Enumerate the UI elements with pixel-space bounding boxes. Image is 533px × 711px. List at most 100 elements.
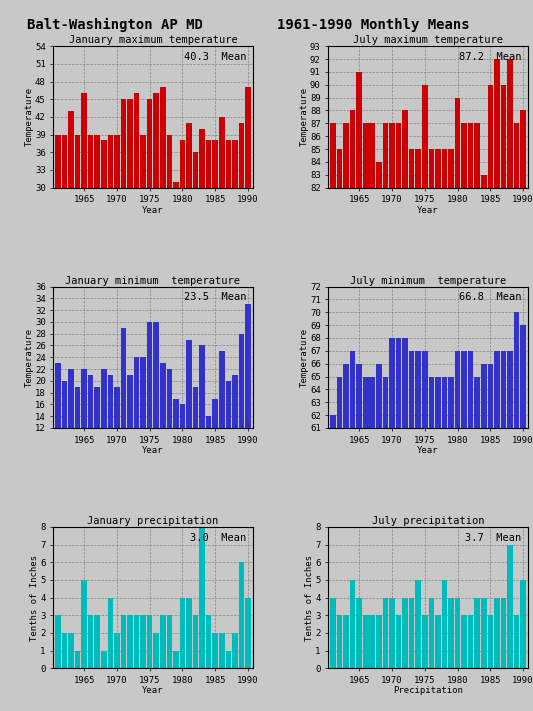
Bar — [442, 580, 447, 668]
Bar — [337, 149, 342, 188]
Bar — [422, 351, 427, 428]
Bar — [62, 134, 67, 188]
Bar — [225, 381, 231, 428]
Bar — [369, 615, 375, 668]
Title: January minimum  temperature: January minimum temperature — [66, 276, 240, 286]
Bar — [369, 123, 375, 188]
Bar — [350, 351, 356, 428]
Bar — [147, 322, 152, 428]
Text: 66.8  Mean: 66.8 Mean — [459, 292, 522, 302]
Bar — [507, 59, 513, 188]
Bar — [166, 134, 172, 188]
Bar — [88, 375, 93, 428]
Bar — [173, 182, 179, 188]
Bar — [160, 363, 166, 428]
Bar — [383, 377, 388, 428]
X-axis label: Year: Year — [417, 446, 439, 455]
Bar — [448, 149, 454, 188]
Bar — [409, 149, 415, 188]
Y-axis label: Temperature: Temperature — [300, 328, 309, 387]
Bar — [173, 651, 179, 668]
Bar — [193, 615, 198, 668]
Bar — [363, 377, 368, 428]
Bar — [114, 387, 120, 428]
Bar — [402, 110, 408, 188]
Bar — [468, 615, 473, 668]
Bar — [337, 615, 342, 668]
Bar — [409, 351, 415, 428]
Y-axis label: Temperature: Temperature — [25, 328, 34, 387]
X-axis label: Year: Year — [417, 205, 439, 215]
Bar — [199, 346, 205, 428]
Bar — [429, 598, 434, 668]
Bar — [239, 562, 244, 668]
Bar — [350, 110, 356, 188]
Bar — [500, 351, 506, 428]
Bar — [101, 651, 107, 668]
Title: July precipitation: July precipitation — [372, 516, 484, 526]
Bar — [389, 123, 395, 188]
Bar — [232, 375, 238, 428]
Bar — [147, 100, 152, 188]
Bar — [134, 93, 139, 188]
Bar — [500, 598, 506, 668]
Y-axis label: Temperature: Temperature — [25, 87, 34, 146]
Bar — [120, 100, 126, 188]
X-axis label: Year: Year — [142, 446, 164, 455]
Bar — [330, 598, 336, 668]
X-axis label: Year: Year — [142, 686, 164, 695]
Bar — [245, 304, 251, 428]
Bar — [369, 377, 375, 428]
Bar — [376, 615, 382, 668]
Bar — [395, 338, 401, 428]
Bar — [402, 338, 408, 428]
Bar — [507, 545, 513, 668]
Bar — [383, 123, 388, 188]
Bar — [108, 598, 113, 668]
Text: 40.3  Mean: 40.3 Mean — [184, 52, 247, 62]
Bar — [520, 325, 526, 428]
Bar — [488, 85, 493, 188]
Bar — [219, 117, 224, 188]
Title: July maximum temperature: July maximum temperature — [353, 36, 503, 46]
Bar — [395, 123, 401, 188]
Bar — [455, 598, 461, 668]
Bar — [68, 111, 74, 188]
Bar — [55, 615, 61, 668]
Title: July minimum  temperature: July minimum temperature — [350, 276, 506, 286]
Bar — [357, 598, 362, 668]
Bar — [514, 123, 519, 188]
Bar — [213, 399, 218, 428]
Bar — [488, 364, 493, 428]
Text: 23.5  Mean: 23.5 Mean — [184, 292, 247, 302]
Bar — [245, 87, 251, 188]
Bar — [376, 162, 382, 188]
Bar — [225, 651, 231, 668]
Text: 1961-1990 Monthly Means: 1961-1990 Monthly Means — [277, 18, 470, 32]
Bar — [415, 580, 421, 668]
Bar — [193, 387, 198, 428]
Bar — [82, 369, 87, 428]
Bar — [232, 633, 238, 668]
Bar — [468, 351, 473, 428]
Bar — [219, 633, 224, 668]
Bar — [389, 598, 395, 668]
Title: January precipitation: January precipitation — [87, 516, 219, 526]
Bar — [101, 141, 107, 188]
Bar — [75, 651, 80, 668]
Title: January maximum temperature: January maximum temperature — [69, 36, 237, 46]
Bar — [402, 598, 408, 668]
Bar — [180, 598, 185, 668]
Bar — [357, 364, 362, 428]
Bar — [166, 615, 172, 668]
Bar — [239, 123, 244, 188]
Bar — [494, 351, 499, 428]
Bar — [435, 149, 441, 188]
Bar — [88, 134, 93, 188]
Y-axis label: Temperature: Temperature — [300, 87, 309, 146]
Bar — [363, 123, 368, 188]
Bar — [448, 377, 454, 428]
Bar — [337, 377, 342, 428]
Bar — [127, 615, 133, 668]
Bar — [488, 615, 493, 668]
